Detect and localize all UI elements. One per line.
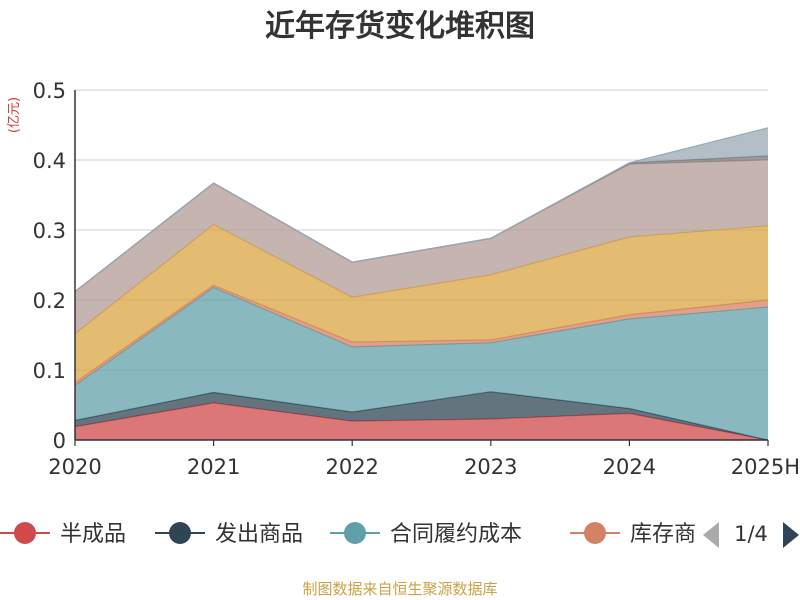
- area-series-2: [75, 287, 768, 440]
- area-series-4: [75, 224, 768, 383]
- x-tick-label: 2020: [48, 455, 101, 479]
- axes: [74, 90, 769, 446]
- legend-marker: [344, 522, 366, 544]
- y-tick-label: 0.4: [33, 149, 66, 173]
- area-series-1: [75, 391, 768, 440]
- x-tick-label: 2023: [464, 455, 517, 479]
- legend-marker: [584, 522, 606, 544]
- legend-label: 库存商: [630, 522, 696, 547]
- legend-next-arrow-icon[interactable]: [783, 522, 799, 548]
- legend-marker: [14, 522, 36, 544]
- x-tick-label: 2024: [603, 455, 656, 479]
- area-series-group: [74, 127, 769, 441]
- x-tick-label: 2021: [187, 455, 240, 479]
- x-tick-label: 2022: [325, 455, 378, 479]
- chart-title: 近年存货变化堆积图: [265, 9, 535, 44]
- legend-label: 发出商品: [215, 522, 303, 547]
- legend-prev-arrow-icon[interactable]: [703, 522, 719, 548]
- x-tick-labels: 2020 2021 2022 2023 2024 2025H: [48, 455, 800, 479]
- y-tick-label: 0: [53, 429, 66, 453]
- y-tick-label: 0.2: [33, 289, 66, 313]
- area-series-0: [75, 402, 768, 440]
- legend-marker: [169, 522, 191, 544]
- source-note: 制图数据来自恒生聚源数据库: [302, 580, 497, 598]
- y-tick-label: 0.3: [33, 219, 66, 243]
- legend: 半成品 发出商品 合同履约成本 库存商 1/4: [0, 522, 799, 548]
- y-unit-label: (亿元): [7, 97, 22, 133]
- y-tick-label: 0.1: [33, 359, 66, 383]
- y-tick-label: 0.5: [33, 79, 66, 103]
- x-tick-label: 2025H: [731, 455, 800, 479]
- legend-label: 半成品: [60, 522, 126, 547]
- y-tick-labels: 0 0.1 0.2 0.3 0.4 0.5: [33, 79, 66, 453]
- area-line-7: [74, 127, 769, 293]
- legend-label: 合同履约成本: [390, 522, 522, 547]
- legend-page-indicator: 1/4: [734, 522, 768, 546]
